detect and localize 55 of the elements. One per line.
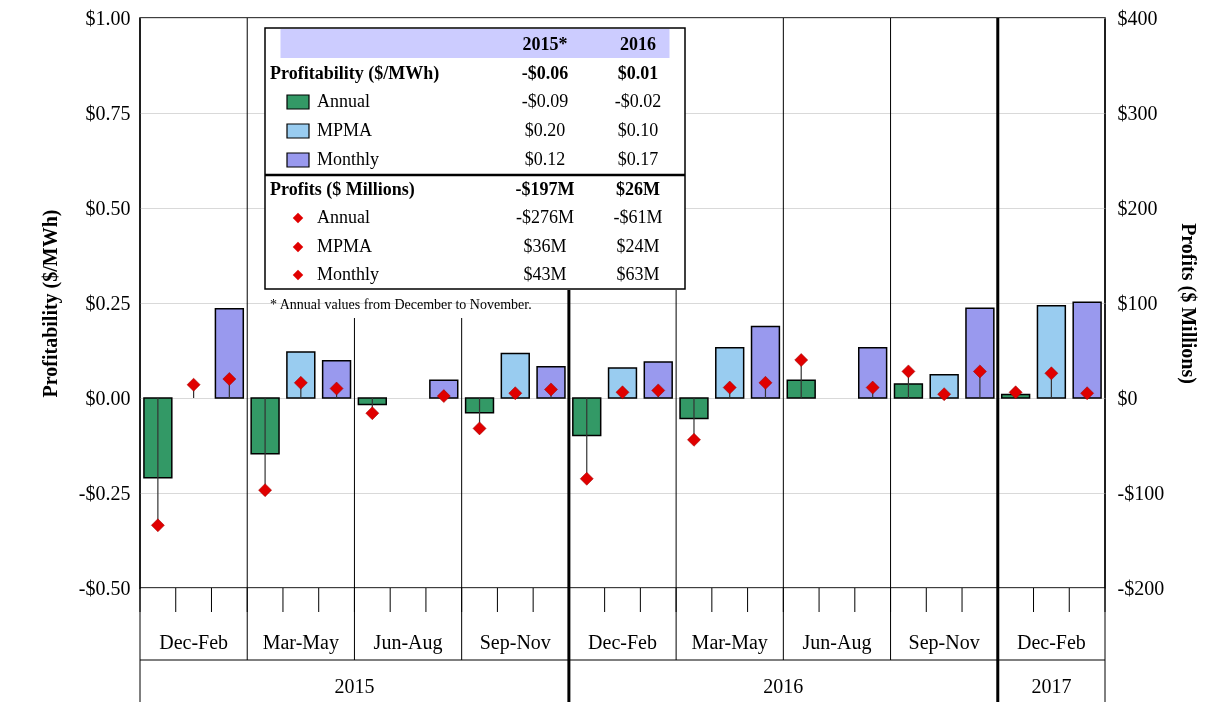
legend-label: Monthly: [317, 264, 380, 284]
y-tick-label: $0.75: [85, 101, 131, 124]
annotation: $0.20: [524, 120, 566, 140]
y2-tick-label: $100: [1117, 291, 1158, 314]
y-tick-label: $0.00: [85, 386, 131, 409]
text: 2015: [334, 675, 375, 697]
annotation: -$0.02: [614, 91, 662, 111]
y2-tick-label: $0: [1117, 386, 1138, 409]
text: 2017: [1031, 675, 1072, 697]
x-tick-label: Dec-Feb: [1016, 631, 1086, 653]
x-tick-label: Dec-Feb: [159, 631, 229, 653]
annotation: -$197M: [515, 179, 575, 199]
annotation: $0.12: [524, 149, 566, 169]
legend-label: MPMA: [317, 120, 373, 140]
annotation: $0.17: [617, 149, 659, 169]
annotation: $26M: [616, 179, 660, 199]
annotation: -$0.09: [521, 91, 569, 111]
y-tick-label: -$0.25: [78, 481, 131, 504]
x-tick-label: Jun-Aug: [802, 631, 872, 654]
legend-label: Annual: [317, 91, 370, 111]
annotation: -$0.06: [521, 63, 569, 83]
annotation: $43M: [523, 264, 567, 284]
y-tick-label: -$0.50: [78, 576, 131, 599]
x-tick-label: Sep-Nov: [908, 631, 980, 654]
annotation: Profits ($ Millions): [270, 179, 415, 200]
y2-tick-label: $200: [1117, 196, 1158, 219]
annotation: -$276M: [516, 207, 574, 227]
y2-tick-label: $300: [1117, 101, 1158, 124]
x-tick-label: Mar-May: [262, 631, 339, 654]
annotation: 2015*: [522, 34, 568, 54]
annotation: 2016: [620, 34, 656, 54]
annotation: $0.01: [617, 63, 659, 83]
annotation: $24M: [616, 236, 660, 256]
y2-axis-title: Profits ($ Millions): [1177, 223, 1201, 384]
x-tick-label: Sep-Nov: [479, 631, 551, 654]
annotation: Profitability ($/MWh): [270, 63, 440, 84]
y-tick-label: $1.00: [85, 6, 131, 29]
annotation: $63M: [616, 264, 660, 284]
y-tick-label: $0.25: [85, 291, 131, 314]
y-axis-title: Profitability ($/MWh): [38, 209, 62, 398]
y2-tick-label: -$200: [1117, 576, 1165, 599]
legend-label: Monthly: [317, 149, 380, 169]
annotation: * Annual values from December to November.: [270, 297, 532, 312]
annotation: $0.10: [617, 120, 659, 140]
y-tick-label: $0.50: [85, 196, 131, 219]
annotation: $36M: [523, 236, 567, 256]
y2-tick-label: $400: [1117, 6, 1158, 29]
legend-label: MPMA: [317, 236, 373, 256]
x-tick-label: Mar-May: [691, 631, 768, 654]
y2-tick-label: -$100: [1117, 481, 1165, 504]
annotation: -$61M: [613, 207, 663, 227]
x-tick-label: Jun-Aug: [373, 631, 443, 654]
x-tick-label: Dec-Feb: [588, 631, 657, 653]
text: 2016: [763, 675, 804, 697]
legend-label: Annual: [317, 207, 370, 227]
